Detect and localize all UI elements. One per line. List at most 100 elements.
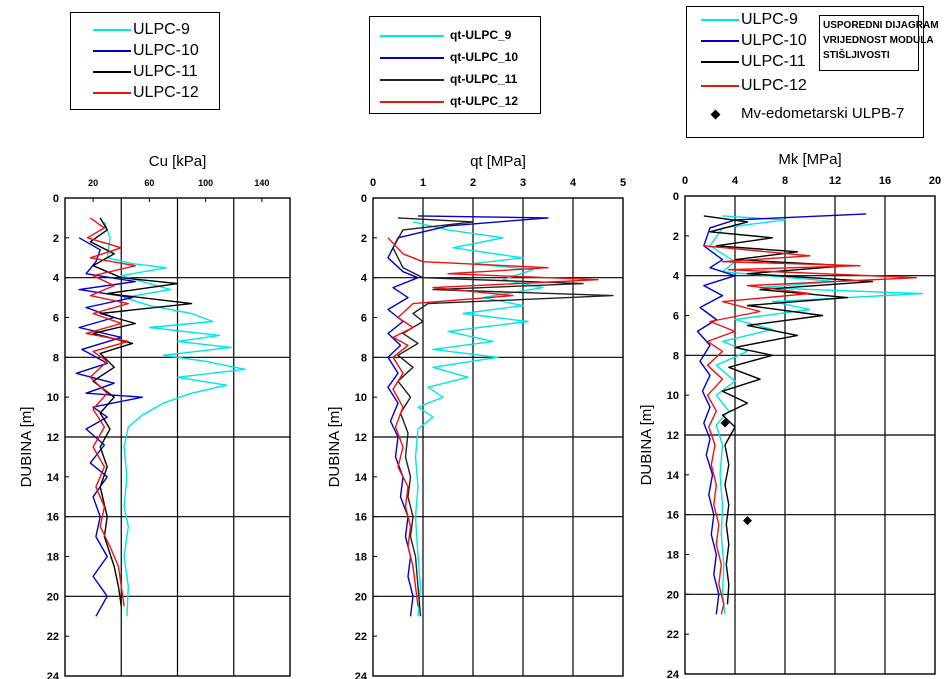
y-tick-label: 4: [53, 273, 60, 285]
series-line: [392, 217, 614, 617]
y-tick-label: 8: [361, 352, 367, 364]
legend-swatch: [701, 40, 739, 42]
legend-entry: ULPC-11: [71, 62, 219, 82]
y-tick-label: 22: [667, 629, 679, 641]
x-tick-label: 5: [620, 177, 626, 189]
legend-label: qt-ULPC_9: [450, 28, 512, 42]
legend-swatch: [93, 92, 131, 94]
legend-swatch: [380, 79, 444, 81]
legend-entry: ULPC-10: [687, 31, 923, 51]
y-tick-label: 10: [667, 390, 679, 402]
y-tick-label: 14: [47, 472, 60, 484]
legend-cu: ULPC-9 ULPC-10 ULPC-11 ULPC-12: [70, 12, 220, 110]
x-tick-label: 0: [682, 175, 688, 187]
y-tick-label: 0: [361, 193, 367, 205]
legend-entry: qt-ULPC_12: [370, 93, 540, 111]
series-line: [103, 221, 246, 617]
y-tick-label: 22: [47, 631, 59, 643]
x-tick-label: 20: [88, 178, 98, 188]
y-tick-label: 10: [47, 392, 59, 404]
x-tick-label: 0: [370, 177, 376, 189]
legend-entry: ULPC-9: [687, 10, 923, 30]
legend-entry: ULPC-11: [687, 52, 923, 72]
y-tick-label: 6: [53, 313, 59, 325]
y-tick-label: 18: [355, 552, 367, 564]
x-tick-label: 8: [782, 175, 788, 187]
legend-label: ULPC-9: [741, 11, 798, 28]
series-line: [709, 215, 924, 615]
y-tick-label: 18: [47, 552, 59, 564]
y-tick-label: 24: [667, 669, 680, 679]
note-box: USPOREDNI DIJAGRAM VRIJEDNOST MODULA STI…: [819, 15, 939, 71]
y-tick-label: 18: [667, 550, 679, 562]
data-point-marker: [720, 418, 730, 428]
legend-entry: qt-ULPC_9: [370, 27, 540, 45]
y-tick-label: 8: [673, 350, 679, 362]
note-line: USPOREDNI DIJAGRAM: [823, 20, 939, 31]
y-tick-label: 20: [47, 591, 59, 603]
y-tick-label: 12: [47, 432, 59, 444]
x-tick-label: 2: [470, 177, 476, 189]
legend-swatch: [701, 19, 739, 21]
y-tick-label: 24: [47, 671, 60, 679]
legend-entry: qt-ULPC_10: [370, 49, 540, 67]
x-tick-label: 1: [420, 177, 426, 189]
x-tick-label: 4: [570, 177, 577, 189]
data-point-marker: [743, 516, 752, 526]
series-line: [696, 213, 867, 615]
series-line: [75, 237, 144, 617]
legend-swatch: [380, 57, 444, 59]
legend-swatch: [93, 71, 131, 73]
legend-entry: ULPC-10: [71, 41, 219, 61]
y-tick-label: 2: [361, 233, 367, 245]
note-line: STIŠLJIVOSTI: [823, 50, 890, 61]
x-tick-label: 20: [929, 175, 941, 187]
y-tick-label: 14: [667, 470, 680, 482]
series-line: [703, 215, 874, 605]
chart-title: Mk [MPa]: [778, 151, 841, 168]
y-axis-label: DUBINA [m]: [326, 407, 343, 488]
legend-label: qt-ULPC_10: [450, 50, 519, 64]
legend-label: qt-ULPC_12: [450, 94, 519, 108]
x-tick-label: 16: [879, 175, 891, 187]
legend-swatch: [701, 85, 739, 87]
legend-swatch: [93, 29, 131, 31]
x-tick-label: 4: [732, 175, 739, 187]
legend-mk: ULPC-9 ULPC-10 ULPC-11 ULPC-12 Mv-edomet…: [686, 6, 939, 138]
y-tick-label: 12: [355, 432, 367, 444]
y-tick-label: 20: [667, 589, 679, 601]
series-line: [387, 215, 549, 617]
y-tick-label: 20: [355, 591, 367, 603]
legend-qt: qt-ULPC_9 qt-ULPC_10 qt-ULPC_11 qt-ULPC_…: [369, 16, 541, 114]
series-line: [703, 245, 917, 615]
y-tick-label: 4: [361, 273, 368, 285]
legend-label: ULPC-10: [741, 32, 807, 49]
legend-label: ULPC-9: [133, 21, 190, 38]
x-tick-label: 3: [520, 177, 526, 189]
series-line: [85, 217, 137, 607]
y-tick-label: 2: [673, 231, 679, 243]
y-axis-label: DUBINA [m]: [18, 407, 35, 488]
series-line: [412, 221, 544, 617]
legend-swatch: [93, 50, 131, 52]
chart-title: Cu [kPa]: [149, 153, 207, 170]
legend-label: ULPC-12: [133, 84, 199, 101]
y-tick-label: 6: [361, 313, 367, 325]
y-tick-label: 16: [667, 510, 679, 522]
legend-swatch: [380, 101, 444, 103]
y-tick-label: 6: [673, 311, 679, 323]
legend-entry: ULPC-12: [687, 76, 923, 96]
y-tick-label: 0: [53, 193, 59, 205]
y-axis-label: DUBINA [m]: [638, 405, 655, 486]
legend-swatch: [701, 61, 739, 63]
y-tick-label: 22: [355, 631, 367, 643]
x-tick-label: 12: [829, 175, 841, 187]
legend-swatch: [380, 35, 444, 37]
y-tick-label: 2: [53, 233, 59, 245]
legend-label: ULPC-11: [133, 63, 198, 80]
